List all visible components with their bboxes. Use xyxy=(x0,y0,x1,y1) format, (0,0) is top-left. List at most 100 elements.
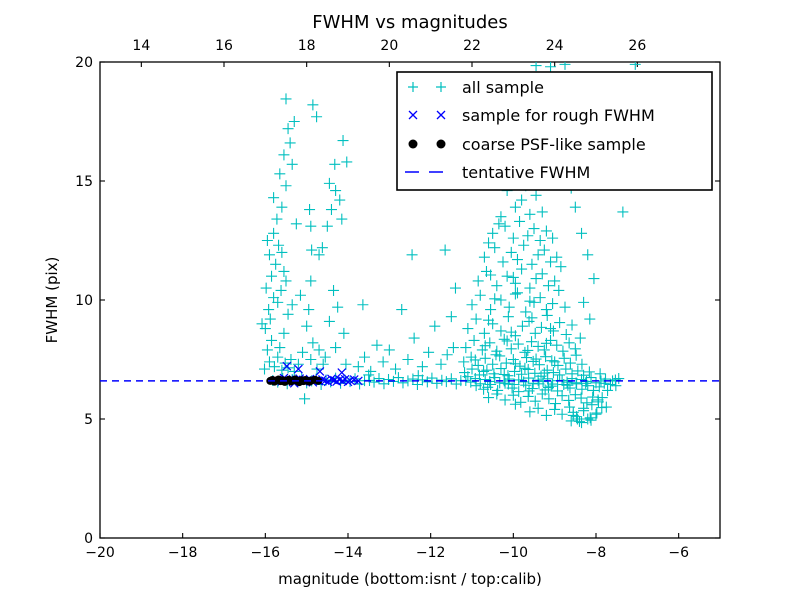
plus-marker-icon xyxy=(435,358,447,370)
plus-marker-icon xyxy=(334,194,346,206)
plus-marker-icon xyxy=(286,299,298,311)
x-marker-icon xyxy=(315,366,325,376)
plus-marker-icon xyxy=(522,390,534,402)
plus-marker-icon xyxy=(313,344,325,356)
plus-marker-icon xyxy=(483,392,495,404)
plus-marker-icon xyxy=(613,373,625,385)
plus-marker-icon xyxy=(570,349,582,361)
plus-marker-icon xyxy=(297,346,309,358)
plus-marker-icon xyxy=(507,232,519,244)
plus-marker-icon xyxy=(545,62,557,73)
plus-marker-icon xyxy=(538,344,550,356)
plus-marker-icon xyxy=(285,354,297,365)
plus-marker-icon xyxy=(573,415,585,427)
x-tick-label-bottom: −16 xyxy=(251,545,281,561)
plus-marker-icon xyxy=(556,408,568,420)
y-tick-label: 0 xyxy=(84,531,93,547)
plus-marker-icon xyxy=(329,158,341,170)
plus-marker-icon xyxy=(540,409,552,421)
plus-marker-icon xyxy=(301,320,313,332)
plus-marker-icon xyxy=(549,398,561,410)
plus-marker-icon xyxy=(505,326,517,338)
plus-marker-icon xyxy=(530,189,542,201)
plus-marker-icon xyxy=(549,356,561,368)
legend-item-all-sample: all sample xyxy=(408,78,544,97)
plus-marker-icon xyxy=(514,360,526,372)
plus-marker-icon xyxy=(530,273,542,285)
plus-marker-icon xyxy=(274,168,286,180)
plus-marker-icon xyxy=(325,204,337,216)
plus-marker-icon xyxy=(590,408,602,420)
plus-marker-icon xyxy=(292,358,304,370)
plus-marker-icon xyxy=(479,352,491,364)
plus-marker-icon xyxy=(270,258,282,270)
plus-marker-icon xyxy=(582,413,594,425)
plus-marker-icon xyxy=(511,254,523,266)
plus-marker-icon xyxy=(572,365,584,377)
plus-marker-icon xyxy=(338,327,350,339)
plus-marker-icon xyxy=(412,370,424,382)
plus-marker-icon xyxy=(280,180,292,192)
legend: all sample sample for rough FWHM coarse … xyxy=(396,71,713,191)
legend-label: coarse PSF-like sample xyxy=(462,135,646,154)
plus-marker-icon xyxy=(566,368,578,380)
plus-marker-icon xyxy=(529,395,541,407)
plus-marker-icon xyxy=(522,230,534,242)
plus-marker-icon xyxy=(509,288,521,300)
plus-marker-icon xyxy=(396,304,408,316)
plus-marker-icon xyxy=(261,235,273,246)
plus-marker-icon xyxy=(460,342,472,354)
plus-marker-icon xyxy=(541,309,553,321)
x-tick-label-top: 22 xyxy=(463,38,481,54)
plus-marker-icon xyxy=(520,306,532,318)
plus-marker-icon xyxy=(501,270,513,282)
plus-marker-icon xyxy=(536,206,548,218)
plus-marker-icon xyxy=(260,282,272,294)
x-tick-label-bottom: −12 xyxy=(416,545,446,561)
plus-marker-icon xyxy=(290,218,302,230)
plus-marker-icon xyxy=(470,313,482,325)
plus-marker-icon xyxy=(466,363,478,375)
plus-marker-icon xyxy=(323,177,335,189)
plus-marker-icon xyxy=(555,261,567,273)
plus-marker-icon xyxy=(582,380,594,392)
plus-marker-icon xyxy=(499,394,511,406)
plus-marker-icon xyxy=(524,282,536,294)
plus-marker-icon xyxy=(503,301,515,313)
plus-marker-icon xyxy=(533,359,545,371)
plus-marker-icon xyxy=(276,364,288,376)
plus-marker-icon xyxy=(512,338,524,350)
plus-marker-icon xyxy=(521,352,533,364)
y-axis-label: FWHM (pix) xyxy=(43,257,61,344)
plus-marker-icon xyxy=(509,201,521,213)
dot-marker-icon xyxy=(408,139,418,149)
plus-marker-icon xyxy=(263,304,275,316)
plus-marker-icon xyxy=(560,363,572,375)
x-tick-label-top: 18 xyxy=(298,38,316,54)
plus-marker-icon xyxy=(547,298,559,310)
plus-marker-icon xyxy=(493,218,505,230)
plus-marker-icon xyxy=(276,246,288,258)
plus-marker-icon xyxy=(583,366,595,378)
plus-marker-icon xyxy=(511,287,523,299)
plus-marker-icon xyxy=(495,211,507,223)
plus-marker-icon xyxy=(263,356,275,368)
plus-marker-icon xyxy=(275,284,287,296)
plus-marker-icon xyxy=(534,235,546,246)
plus-marker-icon xyxy=(569,201,581,213)
plus-marker-icon xyxy=(523,385,535,397)
plus-marker-icon xyxy=(556,390,568,402)
plus-marker-icon xyxy=(431,377,443,389)
plus-marker-icon xyxy=(617,206,629,218)
plus-marker-icon xyxy=(526,312,538,324)
plus-marker-icon xyxy=(472,275,484,287)
plus-marker-icon xyxy=(311,111,323,123)
plus-marker-icon xyxy=(305,275,317,287)
x-marker-icon xyxy=(282,361,292,371)
x-marker-icon xyxy=(436,110,446,120)
plus-marker-icon xyxy=(466,299,478,311)
plus-marker-icon xyxy=(373,373,385,385)
plus-marker-icon xyxy=(582,249,594,261)
plus-marker-icon xyxy=(495,363,507,375)
plus-marker-icon xyxy=(429,320,441,332)
